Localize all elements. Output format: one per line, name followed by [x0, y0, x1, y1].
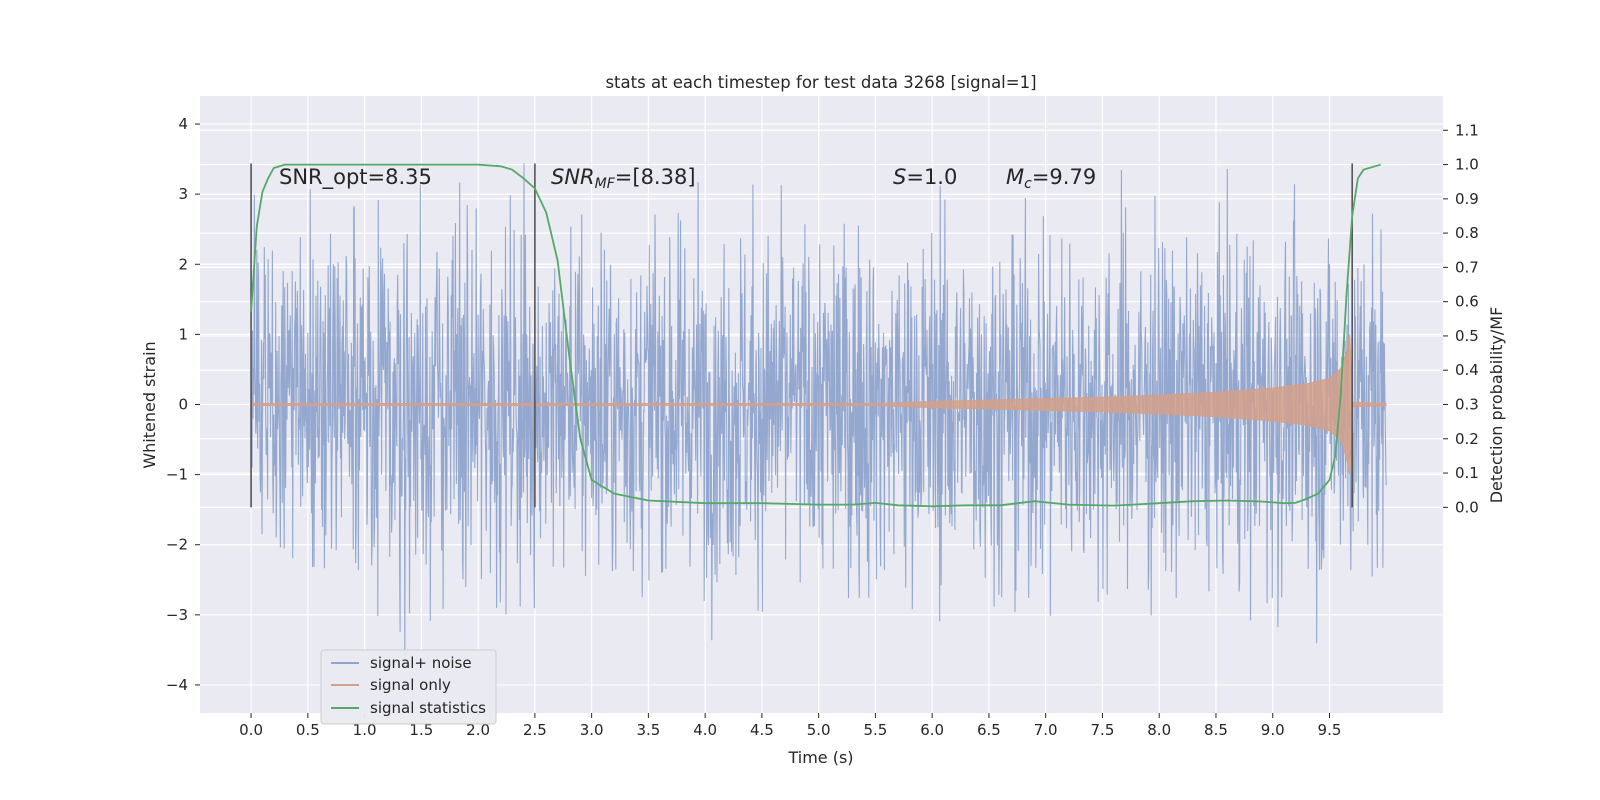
y2-tick-label: 1.0	[1455, 156, 1479, 174]
legend-label-signal-statistics: signal statistics	[370, 699, 486, 717]
y-tick-label: −2	[166, 536, 188, 554]
annotation-s: S=1.0	[893, 165, 957, 189]
x-tick-label: 9.0	[1261, 721, 1285, 739]
y-tick-label: −3	[166, 606, 188, 624]
x-tick-label: 6.0	[920, 721, 944, 739]
y2-tick-label: 0.2	[1455, 430, 1479, 448]
y-tick-label: 0	[178, 396, 188, 414]
annotation-snr-mf-main: SNR	[551, 165, 595, 189]
annotation-snr-opt: SNR_opt=8.35	[279, 165, 432, 190]
legend-label-signal-noise: signal+ noise	[370, 654, 472, 672]
annotation-snr-mf: SNRMF=[8.38]	[551, 165, 696, 192]
legend: signal+ noise signal only signal statist…	[320, 649, 497, 725]
x-axis-label: Time (s)	[787, 748, 853, 767]
legend-box	[320, 649, 497, 725]
x-tick-label: 5.0	[807, 721, 831, 739]
x-tick-label: 3.5	[636, 721, 660, 739]
y-tick-label: 2	[178, 255, 188, 273]
series-signal-only	[250, 334, 1387, 475]
y-tick-label: −4	[166, 676, 188, 694]
x-tick-label: 9.5	[1318, 721, 1342, 739]
x-tick-label: 7.5	[1091, 721, 1115, 739]
annotation-snr-mf-value: =[8.38]	[615, 165, 696, 189]
y-tick-label: 3	[178, 185, 188, 203]
y2-tick-label: 0.0	[1455, 498, 1479, 516]
annotation-mc-value: =9.79	[1032, 165, 1096, 189]
annotation-s-main: S	[893, 165, 906, 189]
x-tick-label: 5.5	[863, 721, 887, 739]
x-tick-label: 8.5	[1204, 721, 1228, 739]
series-signal-noise	[250, 163, 1387, 666]
annotation-mc: Mc=9.79	[1006, 165, 1096, 192]
x-tick-label: 0.0	[239, 721, 263, 739]
y-tick-label: −1	[166, 466, 188, 484]
x-tick-label: 6.5	[977, 721, 1001, 739]
x-tick-label: 0.5	[296, 721, 320, 739]
y2-tick-label: 0.1	[1455, 464, 1479, 482]
chart-title: stats at each timestep for test data 326…	[605, 73, 1036, 92]
x-tick-label: 4.0	[693, 721, 717, 739]
x-tick-label: 1.0	[353, 721, 377, 739]
y2-tick-label: 0.8	[1455, 224, 1479, 242]
y2-axis-label: Detection probability/MF	[1487, 307, 1506, 504]
x-tick-label: 8.0	[1147, 721, 1171, 739]
x-tick-label: 7.0	[1034, 721, 1058, 739]
y2-tick-label: 1.1	[1455, 121, 1479, 139]
x-tick-label: 3.0	[580, 721, 604, 739]
x-tick-label: 1.5	[409, 721, 433, 739]
y2-tick-label: 0.7	[1455, 258, 1479, 276]
annotation-mc-sub: c	[1024, 176, 1032, 192]
annotation-snr-mf-sub: MF	[595, 176, 616, 192]
y2-tick-label: 0.6	[1455, 293, 1479, 311]
legend-label-signal-only: signal only	[370, 676, 451, 694]
y2-tick-label: 0.9	[1455, 190, 1479, 208]
series-signal-statistics	[250, 163, 1381, 508]
annotation-s-value: =1.0	[906, 165, 957, 189]
y-tick-label: 1	[178, 325, 188, 343]
annotation-mc-main: M	[1006, 165, 1024, 189]
y2-tick-label: 0.3	[1455, 396, 1479, 414]
y2-tick-label: 0.5	[1455, 327, 1479, 345]
y-axis-label: Whitened strain	[140, 341, 159, 468]
y-tick-label: 4	[178, 115, 188, 133]
x-tick-label: 4.5	[750, 721, 774, 739]
x-tick-label: 2.5	[523, 721, 547, 739]
y2-tick-label: 0.4	[1455, 361, 1479, 379]
x-tick-label: 2.0	[466, 721, 490, 739]
